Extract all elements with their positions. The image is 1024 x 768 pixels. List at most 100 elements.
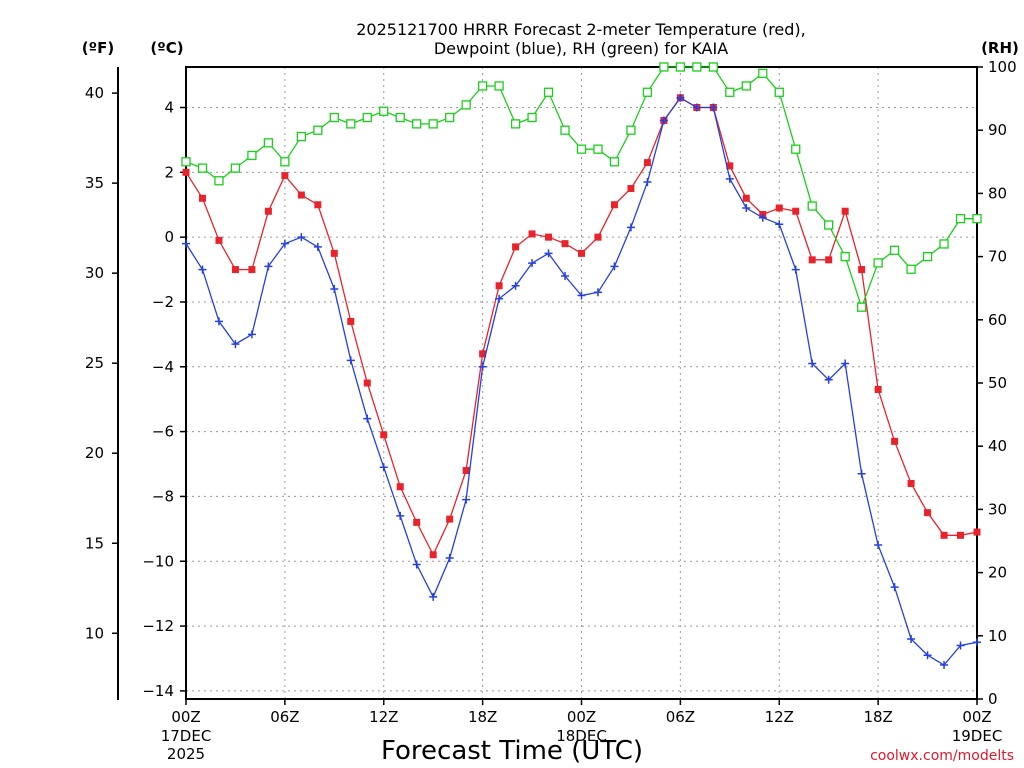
rh-point: [527, 112, 537, 123]
dewpoint-point: [956, 641, 965, 650]
temperature-point: [396, 483, 404, 491]
rh-point: [494, 81, 504, 91]
dewpoint-point: [478, 362, 487, 371]
dewpoint-point: [198, 265, 207, 274]
gridlines: [186, 67, 977, 699]
dewpoint-point: [841, 359, 850, 368]
x-date-label: 18DEC: [556, 727, 607, 745]
temperature-point: [380, 431, 388, 439]
temperature-point: [330, 249, 338, 257]
dewpoint-point: [659, 116, 668, 125]
rh-unit-label: (RH): [981, 39, 1019, 57]
celsius-unit-label: (ºC): [150, 39, 183, 57]
x-tick-label: 18Z: [863, 708, 892, 726]
dewpoint-point: [907, 635, 916, 644]
temperature-point: [347, 317, 355, 325]
celsius-tick-label: 2: [164, 163, 174, 181]
dewpoint-point: [379, 463, 388, 472]
x-tick-label: 00Z: [567, 708, 596, 726]
dewpoint-point: [396, 511, 405, 520]
dewpoint-point: [725, 174, 734, 183]
rh-point: [247, 150, 257, 161]
rh-point: [659, 62, 669, 72]
rh-point: [576, 144, 587, 154]
rh-point: [362, 112, 372, 123]
temperature-point: [858, 266, 866, 274]
rh-point: [346, 119, 356, 129]
dewpoint-point: [742, 203, 751, 212]
rh-point: [873, 258, 883, 268]
dewpoint-point: [808, 359, 817, 368]
x-date-label: 17DEC: [161, 727, 212, 745]
rh-tick-label: 100: [988, 58, 1017, 76]
x-date-label: 2025: [167, 745, 205, 763]
x-tick-label: 12Z: [369, 708, 398, 726]
rh-point: [939, 239, 949, 249]
rh-tick-label: 40: [988, 437, 1007, 455]
x-tick-label: 18Z: [468, 708, 497, 726]
rh-point: [560, 125, 570, 135]
temperature-point: [627, 185, 635, 193]
celsius-tick-label: −2: [152, 293, 174, 311]
rh-point: [181, 157, 191, 167]
dewpoint-point: [214, 317, 223, 326]
temperature-point: [825, 256, 833, 264]
rh-point: [395, 112, 405, 123]
fahrenheit-tick-label: 20: [85, 444, 104, 462]
temperature-point: [973, 528, 981, 536]
rh-point: [856, 302, 867, 312]
fahrenheit-tick-label: 25: [85, 354, 104, 372]
temperature-series: [182, 94, 981, 559]
temperature-point: [610, 201, 618, 209]
x-tick-label: 06Z: [666, 708, 695, 726]
rh-point: [758, 68, 768, 78]
dewpoint-point: [495, 294, 504, 303]
dewpoint-point: [313, 242, 322, 251]
rh-point: [791, 144, 801, 154]
dewpoint-point: [561, 272, 570, 281]
temperature-point: [248, 266, 256, 274]
axes: [112, 66, 983, 705]
rh-tick-label: 60: [988, 311, 1007, 329]
dewpoint-point: [577, 291, 586, 300]
temperature-point: [512, 243, 520, 251]
rh-point: [263, 138, 274, 148]
dewpoint-point: [462, 495, 471, 504]
celsius-tick-label: −10: [142, 552, 174, 570]
rh-point: [807, 201, 817, 211]
rh-point: [922, 251, 933, 262]
rh-point: [708, 62, 718, 72]
temperature-point: [891, 437, 899, 445]
rh-point: [329, 112, 339, 123]
rh-point: [197, 163, 208, 173]
dewpoint-point: [297, 233, 306, 242]
temperature-point: [297, 191, 305, 199]
rh-tick-label: 70: [988, 248, 1007, 266]
rh-point: [741, 81, 751, 91]
rh-point: [214, 176, 224, 186]
temperature-point: [957, 531, 965, 539]
rh-point: [296, 131, 307, 142]
temperature-point: [429, 551, 437, 559]
rh-tick-label: 0: [988, 690, 998, 708]
chart-title-line-2: Dewpoint (blue), RH (green) for KAIA: [434, 39, 728, 58]
rh-point: [889, 245, 900, 255]
rh-tick-label: 30: [988, 500, 1007, 518]
dewpoint-point: [643, 178, 652, 187]
rh-point: [955, 214, 966, 224]
dewpoint-point: [182, 239, 190, 248]
temperature-point: [528, 230, 536, 238]
dewpoint-point: [824, 375, 833, 384]
rh-point: [906, 264, 916, 274]
rh-tick-label: 80: [988, 184, 1007, 202]
rh-point: [609, 157, 620, 167]
rh-point: [461, 100, 471, 110]
dewpoint-point: [247, 330, 256, 339]
fahrenheit-tick-label: 35: [85, 174, 104, 192]
rh-point: [313, 125, 323, 135]
dewpoint-point: [593, 288, 602, 297]
dewpoint-point: [874, 541, 883, 550]
celsius-tick-label: −8: [152, 487, 174, 505]
temperature-point: [479, 350, 487, 358]
